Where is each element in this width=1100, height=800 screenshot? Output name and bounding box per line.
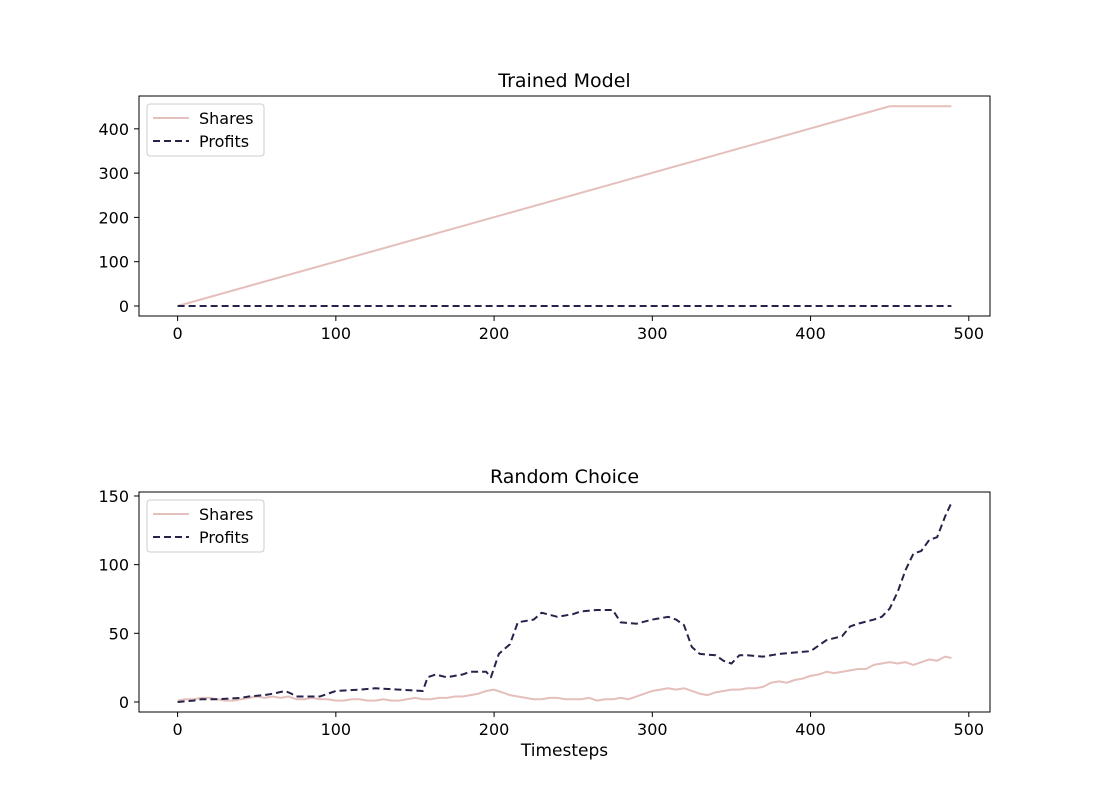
legend-label-shares: Shares — [199, 505, 254, 524]
x-tick-label: 300 — [637, 324, 668, 343]
legend-label-profits: Profits — [199, 132, 249, 151]
legend: Shares Profits — [146, 103, 265, 157]
x-tick-label: 200 — [479, 324, 510, 343]
y-tick-label: 50 — [109, 624, 129, 643]
y-tick-label: 0 — [119, 297, 129, 316]
x-tick-label: 0 — [173, 720, 183, 739]
y-tick-label: 150 — [98, 487, 129, 506]
y-tick-label: 400 — [98, 120, 129, 139]
x-tick-label: 500 — [954, 720, 985, 739]
chart-title: Random Choice — [490, 466, 639, 488]
y-tick-label: 100 — [98, 253, 129, 272]
chart-2: Random Choice 0 100 200 300 400 500 0 50 100 150 Ti… — [98, 466, 991, 761]
legend-label-profits: Profits — [199, 528, 249, 547]
y-tick-label: 0 — [119, 693, 129, 712]
x-tick-label: 400 — [795, 324, 826, 343]
x-tick-label: 500 — [954, 324, 985, 343]
axes-frame — [138, 491, 991, 713]
y-tick-label: 200 — [98, 208, 129, 227]
chart-title: Trained Model — [497, 70, 630, 92]
x-tick-label: 300 — [637, 720, 668, 739]
x-tick-label: 400 — [795, 720, 826, 739]
x-tick-label: 100 — [321, 720, 352, 739]
series-line-profits — [177, 502, 953, 703]
x-tick-label: 0 — [173, 324, 183, 343]
x-tick-label: 200 — [479, 720, 510, 739]
y-tick-label: 300 — [98, 164, 129, 183]
series-line-shares — [177, 105, 952, 307]
series-line-shares — [177, 655, 952, 702]
legend-label-shares: Shares — [199, 109, 254, 128]
axes-frame — [138, 95, 991, 317]
x-tick-label: 100 — [321, 324, 352, 343]
x-axis-label: Timesteps — [520, 741, 608, 761]
chart-1: Trained Model 0 100 200 300 400 500 0 100 200 300 4… — [98, 70, 991, 343]
y-tick-label: 100 — [98, 556, 129, 575]
legend: Shares Profits — [146, 499, 265, 553]
